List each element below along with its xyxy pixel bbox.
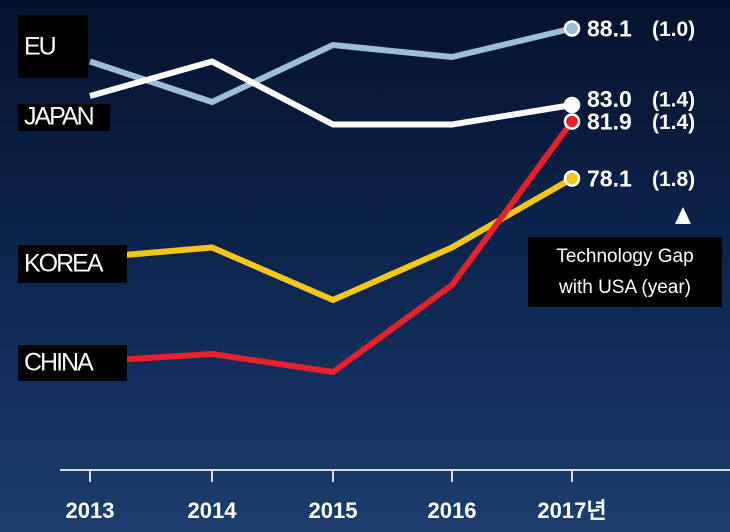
line bbox=[89, 58, 573, 128]
legend-box bbox=[18, 245, 127, 283]
end-marker bbox=[563, 170, 581, 187]
end-marker bbox=[563, 96, 581, 114]
value-label: 83.0 bbox=[587, 86, 632, 112]
gap-label: (1.8) bbox=[652, 168, 695, 191]
legend-label: KOREA bbox=[24, 250, 104, 278]
x-tick-label: 2017년 bbox=[537, 498, 606, 523]
value-label: 78.1 bbox=[587, 166, 632, 192]
gap-label: (1.4) bbox=[652, 89, 695, 112]
line bbox=[89, 175, 574, 303]
annotation-arrow bbox=[675, 207, 691, 224]
legend-box bbox=[18, 345, 127, 381]
line bbox=[89, 119, 575, 375]
annotation: Technology Gap bbox=[556, 246, 693, 267]
x-tick-label: 2016 bbox=[428, 498, 477, 523]
legend-label: CHINA bbox=[24, 349, 94, 377]
value-label: 88.1 bbox=[587, 16, 632, 42]
legend-box bbox=[18, 104, 110, 131]
gap-label: (1.0) bbox=[652, 18, 695, 41]
x-tick-label: 2015 bbox=[309, 498, 358, 523]
annotation-box bbox=[528, 237, 722, 307]
legend-box bbox=[18, 15, 88, 78]
line bbox=[89, 25, 573, 105]
annotation: with USA (year) bbox=[558, 277, 691, 298]
legend-label: EU bbox=[24, 33, 56, 61]
x-tick-label: 2013 bbox=[66, 498, 115, 523]
legend-label: JAPAN bbox=[24, 103, 94, 131]
value-label: 81.9 bbox=[587, 109, 632, 135]
gap-label: (1.4) bbox=[652, 111, 695, 134]
end-marker bbox=[563, 113, 581, 130]
end-marker bbox=[563, 20, 581, 37]
x-tick-label: 2014 bbox=[188, 498, 238, 523]
